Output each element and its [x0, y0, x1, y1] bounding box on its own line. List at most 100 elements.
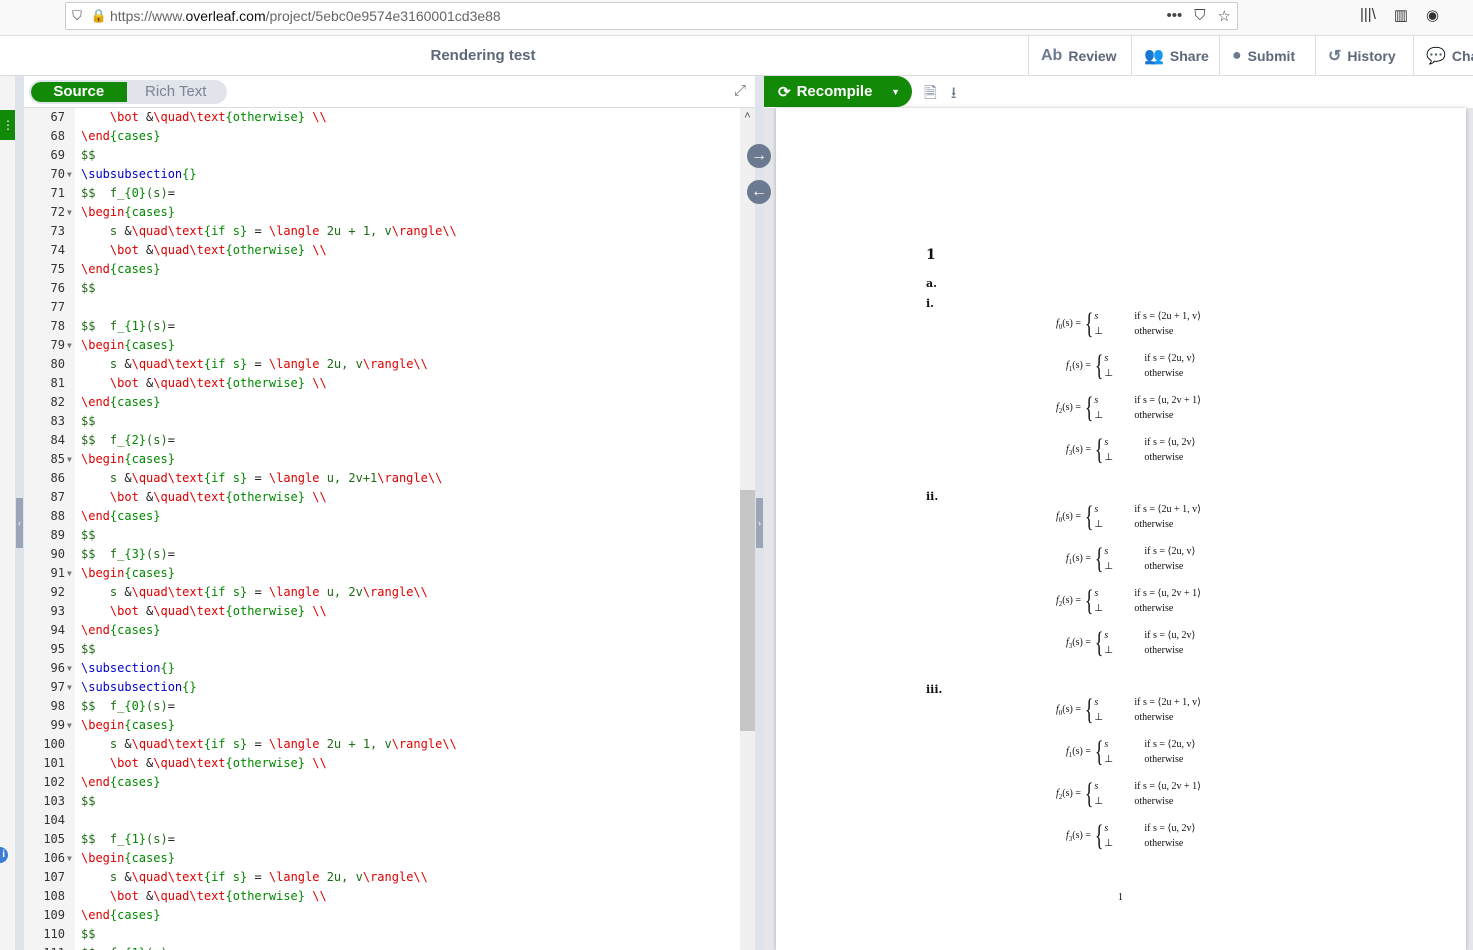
code-line[interactable]: 103 $$ — [24, 792, 740, 811]
code-line[interactable]: 107 s &\quad\text{if s} = \langle 2u, v\… — [24, 868, 740, 887]
code-line[interactable]: 71 $$ f_{0}(s)= — [24, 184, 740, 203]
code-editor[interactable]: 67 \bot &\quad\text{otherwise} \\ 68 \end{… — [24, 108, 740, 950]
fold-arrow-icon[interactable]: ▼ — [67, 569, 72, 578]
code-line[interactable]: 92 s &\quad\text{if s} = \langle u, 2v\r… — [24, 583, 740, 602]
editor-scrollbar-thumb[interactable] — [740, 490, 755, 731]
download-icon[interactable]: ⭳ — [950, 85, 957, 102]
more-icon[interactable]: ••• — [1166, 7, 1183, 24]
code-line[interactable]: 91 ▼ \begin{cases} — [24, 564, 740, 583]
equation-lhs: f3(s) = — [1066, 636, 1091, 650]
center-resizer[interactable]: › — [755, 76, 764, 950]
library-icon[interactable]: |||\ — [1360, 6, 1376, 23]
code-line[interactable]: 97 ▼ \subsubsection{} — [24, 678, 740, 697]
expand-icon[interactable]: ⤢ — [734, 82, 747, 99]
code-line[interactable]: 110 $$ — [24, 925, 740, 944]
account-icon[interactable]: ◉ — [1426, 7, 1440, 24]
code-line[interactable]: 99 ▼ \begin{cases} — [24, 716, 740, 735]
code-line[interactable]: 70 ▼ \subsubsection{} — [24, 165, 740, 184]
code-line[interactable]: 104 — [24, 811, 740, 830]
code-line[interactable]: 105 $$ f_{1}(s)= — [24, 830, 740, 849]
code-line[interactable]: 100 s &\quad\text{if s} = \langle 2u + 1… — [24, 735, 740, 754]
code-line[interactable]: 83 $$ — [24, 412, 740, 431]
code-line[interactable]: 69 $$ — [24, 146, 740, 165]
code-line[interactable]: 88 \end{cases} — [24, 507, 740, 526]
code-line[interactable]: 84 $$ f_{2}(s)= — [24, 431, 740, 450]
logs-icon[interactable]: 🗎 — [924, 85, 937, 102]
project-title[interactable]: Rendering test — [430, 47, 536, 64]
code-line[interactable]: 78 $$ f_{1}(s)= — [24, 317, 740, 336]
rich-text-tab[interactable]: Rich Text — [145, 83, 207, 100]
recompile-button[interactable]: ⟳ Recompile ▼ — [764, 76, 912, 107]
code-line[interactable]: 89 $$ — [24, 526, 740, 545]
url-bar[interactable]: ⛉ 🔒 https://www. overleaf.com/project/5eb… — [65, 2, 1238, 30]
line-number: 104 — [43, 813, 65, 827]
code-line[interactable]: 96 ▼ \subsection{} — [24, 659, 740, 678]
code-line[interactable]: 108 \bot &\quad\text{otherwise} \\ — [24, 887, 740, 906]
fold-arrow-icon[interactable]: ▼ — [67, 455, 72, 464]
fold-arrow-icon[interactable]: ▼ — [67, 683, 72, 692]
code-line[interactable]: 87 \bot &\quad\text{otherwise} \\ — [24, 488, 740, 507]
code-line[interactable]: 73 s &\quad\text{if s} = \langle 2u + 1,… — [24, 222, 740, 241]
brace: { — [1084, 307, 1094, 340]
menu-icon[interactable]: ⋮ — [0, 110, 15, 140]
code-line[interactable]: 94 \end{cases} — [24, 621, 740, 640]
code-line[interactable]: 93 \bot &\quad\text{otherwise} \\ — [24, 602, 740, 621]
case-value: s — [1094, 504, 1099, 515]
shield-icon[interactable]: ⛉ — [72, 8, 82, 23]
code-line[interactable]: 90 $$ f_{3}(s)= — [24, 545, 740, 564]
code-line[interactable]: 75 \end{cases} — [24, 260, 740, 279]
code-line[interactable]: 109 \end{cases} — [24, 906, 740, 925]
chat-button[interactable]: 💬 Cha — [1413, 36, 1473, 76]
sidebar-icon[interactable]: ▥ — [1393, 7, 1409, 24]
code-line[interactable]: 68 \end{cases} — [24, 127, 740, 146]
code-line[interactable]: 95 $$ — [24, 640, 740, 659]
code-line[interactable]: 86 s &\quad\text{if s} = \langle u, 2v+1… — [24, 469, 740, 488]
sync-to-pdf-icon[interactable]: → — [747, 144, 771, 168]
line-number: 89 — [50, 528, 65, 542]
item-label: i. — [926, 297, 935, 310]
caret-down-icon[interactable]: ▼ — [891, 86, 900, 97]
code-line[interactable]: 77 — [24, 298, 740, 317]
review-button[interactable]: Ab Review — [1028, 36, 1131, 76]
code-line[interactable]: 74 \bot &\quad\text{otherwise} \\ — [24, 241, 740, 260]
line-number: 69 — [50, 148, 65, 162]
sync-to-code-icon[interactable]: ← — [747, 180, 771, 204]
brace: { — [1094, 626, 1104, 659]
code-line[interactable]: 98 $$ f_{0}(s)= — [24, 697, 740, 716]
code-line[interactable]: 80 s &\quad\text{if s} = \langle 2u, v\r… — [24, 355, 740, 374]
code-line[interactable]: 102 \end{cases} — [24, 773, 740, 792]
code-line[interactable]: 76 $$ — [24, 279, 740, 298]
line-number: 103 — [43, 794, 65, 808]
share-button[interactable]: 👥 Share — [1131, 36, 1219, 76]
left-resizer[interactable]: ‹ — [15, 76, 24, 950]
code-text: $$ f_{2}(s)= — [81, 433, 175, 447]
fold-arrow-icon[interactable]: ▼ — [67, 170, 72, 179]
collapse-left-handle[interactable]: ‹ — [16, 498, 23, 548]
case-condition: if s = ⟨2u, v⟩ — [1144, 546, 1196, 557]
code-line[interactable]: 101 \bot &\quad\text{otherwise} \\ — [24, 754, 740, 773]
code-line[interactable]: 72 ▼ \begin{cases} — [24, 203, 740, 222]
fold-arrow-icon[interactable]: ▼ — [67, 341, 72, 350]
fold-arrow-icon[interactable]: ▼ — [67, 721, 72, 730]
code-line[interactable]: 111 $$ f_{1}(s)= — [24, 944, 740, 950]
fold-arrow-icon[interactable]: ▼ — [67, 664, 72, 673]
code-line[interactable]: 106 ▼ \begin{cases} — [24, 849, 740, 868]
pocket-icon[interactable]: ⛉ — [1194, 7, 1206, 24]
source-tab[interactable]: Source — [31, 82, 127, 102]
fold-arrow-icon[interactable]: ▼ — [67, 208, 72, 217]
code-line[interactable]: 82 \end{cases} — [24, 393, 740, 412]
info-icon[interactable]: i — [0, 847, 8, 863]
collapse-pdf-handle[interactable]: › — [756, 498, 763, 548]
code-text: \subsection{} — [81, 661, 175, 675]
fold-arrow-icon[interactable]: ▼ — [67, 854, 72, 863]
submit-button[interactable]: ● Submit — [1219, 36, 1315, 76]
code-line[interactable]: 67 \bot &\quad\text{otherwise} \\ — [24, 108, 740, 127]
scroll-up-icon[interactable]: ˄ — [744, 110, 751, 122]
code-line[interactable]: 79 ▼ \begin{cases} — [24, 336, 740, 355]
star-icon[interactable]: ☆ — [1217, 8, 1231, 25]
code-line[interactable]: 85 ▼ \begin{cases} — [24, 450, 740, 469]
case-condition: if s = ⟨u, 2v + 1⟩ — [1134, 588, 1201, 599]
case-condition: if s = ⟨2u + 1, v⟩ — [1134, 504, 1201, 515]
history-button[interactable]: ↺ History — [1315, 36, 1413, 76]
code-line[interactable]: 81 \bot &\quad\text{otherwise} \\ — [24, 374, 740, 393]
